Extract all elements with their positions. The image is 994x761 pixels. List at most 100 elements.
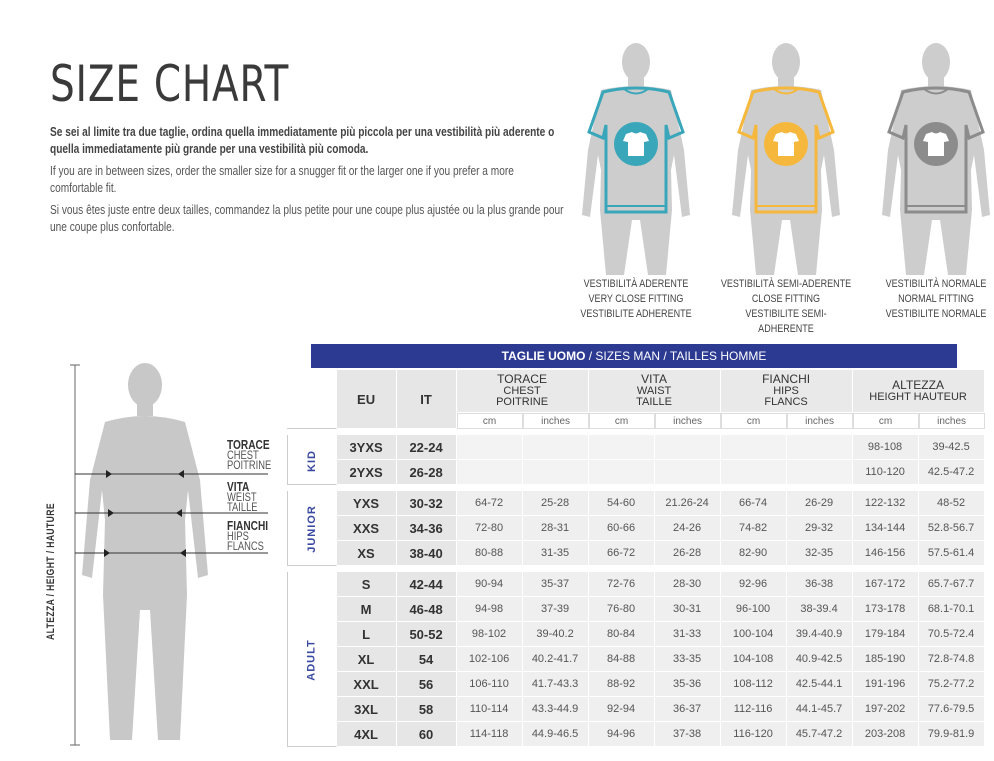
- measurement-cell: 98-108: [852, 435, 919, 460]
- size-it-cell: 30-32: [396, 491, 457, 516]
- measurement-cell: 39-40.2: [522, 622, 589, 647]
- col-it-header: IT: [396, 370, 457, 429]
- size-it-cell: 50-52: [396, 622, 457, 647]
- size-it-cell: 38-40: [396, 541, 457, 566]
- size-eu-cell: XL: [336, 647, 397, 672]
- measurement-cell: 66-74: [720, 491, 787, 516]
- measurement-cell: 37-39: [522, 597, 589, 622]
- table-row: XL 54 102-106 40.2-41.7 84-88 33-35 104-108 40.…: [287, 647, 985, 672]
- measurement-cell: 108-112: [720, 672, 787, 697]
- measurement-cell: 57.5-61.4: [918, 541, 985, 566]
- measurement-cell: 94-96: [588, 722, 655, 747]
- table-row: XXS 34-36 72-80 28-31 60-66 24-26 74-82 29-32 13…: [287, 516, 985, 541]
- measurement-cell: 21.26-24: [654, 491, 721, 516]
- size-eu-cell: 2YXS: [336, 460, 397, 485]
- measurement-cell: 114-118: [456, 722, 523, 747]
- measurement-cell: [522, 460, 589, 485]
- fit-caption-0: VESTIBILITÀ ADERENTE VERY CLOSE FITTING VE…: [580, 278, 692, 320]
- col-eu-header: EU: [336, 370, 397, 429]
- measurement-cell: 98-102: [456, 622, 523, 647]
- table-row: 3XL 58 110-114 43.3-44.9 92-94 36-37 112-116 44…: [287, 697, 985, 722]
- col-height-header: ALTEZZA HEIGHT HAUTEUR: [852, 370, 985, 413]
- measurement-cell: 110-114: [456, 697, 523, 722]
- measurement-cell: 167-172: [852, 572, 919, 597]
- col-waist-header: VITA WAIST TAILLE: [588, 370, 721, 413]
- measurement-cell: 28-30: [654, 572, 721, 597]
- measurement-cell: 84-88: [588, 647, 655, 672]
- measurement-cell: 173-178: [852, 597, 919, 622]
- measurement-cell: 72.8-74.8: [918, 647, 985, 672]
- measurement-cell: 70.5-72.4: [918, 622, 985, 647]
- table-row: XXL 56 106-110 41.7-43.3 88-92 35-36 108-112 42…: [287, 672, 985, 697]
- measurement-cell: 191-196: [852, 672, 919, 697]
- measurement-cell: 65.7-67.7: [918, 572, 985, 597]
- table-row: KID 3YXS 22-24 98-108 39-42.5: [287, 435, 985, 485]
- fit-caption-1: VESTIBILITÀ SEMI-ADERENTE CLOSE FITTING VE…: [720, 278, 852, 335]
- group-label-kid: KID: [305, 449, 318, 472]
- measurement-cell: 29-32: [786, 516, 853, 541]
- measurement-cell: 40.2-41.7: [522, 647, 589, 672]
- size-eu-cell: L: [336, 622, 397, 647]
- size-it-cell: 34-36: [396, 516, 457, 541]
- measurement-cell: 41.7-43.3: [522, 672, 589, 697]
- intro-english: If you are in between sizes, order the s…: [50, 163, 514, 195]
- measurement-cell: 100-104: [720, 622, 787, 647]
- measurement-cell: 76-80: [588, 597, 655, 622]
- measurement-cell: [588, 460, 655, 485]
- measurement-cell: 102-106: [456, 647, 523, 672]
- measurement-cell: 45.7-47.2: [786, 722, 853, 747]
- measurement-cell: 112-116: [720, 697, 787, 722]
- measurement-cell: 28-31: [522, 516, 589, 541]
- fit-figure-0: [582, 43, 690, 275]
- measurement-cell: 77.6-79.5: [918, 697, 985, 722]
- size-it-cell: 22-24: [396, 435, 457, 460]
- measurement-cell: 31-33: [654, 622, 721, 647]
- measurement-cell: 66-72: [588, 541, 655, 566]
- body-measurement-figure: [70, 363, 268, 746]
- measurement-cell: 146-156: [852, 541, 919, 566]
- fit-figure-2: [882, 43, 990, 275]
- size-it-cell: 26-28: [396, 460, 457, 485]
- size-eu-cell: 3XL: [336, 697, 397, 722]
- fit-figure-1: [732, 43, 840, 275]
- table-row: L 50-52 98-102 39-40.2 80-84 31-33 100-104 39.4…: [287, 622, 985, 647]
- measurement-cell: 39.4-40.9: [786, 622, 853, 647]
- unit-cm: cm: [852, 413, 919, 429]
- measurement-cell: 203-208: [852, 722, 919, 747]
- group-label-adult: ADULT: [305, 639, 318, 681]
- size-eu-cell: 3YXS: [336, 435, 397, 460]
- group-label-junior: JUNIOR: [305, 505, 318, 553]
- size-table-banner: TAGLIE UOMO / SIZES MAN / TAILLES HOMME: [311, 344, 957, 368]
- measurement-cell: 64-72: [456, 491, 523, 516]
- measurement-cell: 38-39.4: [786, 597, 853, 622]
- measurement-cell: [588, 435, 655, 460]
- size-eu-cell: XS: [336, 541, 397, 566]
- size-it-cell: 46-48: [396, 597, 457, 622]
- intro-italian: Se sei al limite tra due taglie, ordina …: [50, 124, 555, 156]
- size-table: EU IT TORACE CHEST POITRINE VITA WAIST TAILL…: [287, 370, 985, 747]
- measurement-cell: [720, 435, 787, 460]
- size-it-cell: 60: [396, 722, 457, 747]
- measurement-cell: 25-28: [522, 491, 589, 516]
- measurement-cell: 72-80: [456, 516, 523, 541]
- page-title: SIZE CHART: [50, 55, 290, 113]
- measurement-cell: 24-26: [654, 516, 721, 541]
- measurement-cell: 44.9-46.5: [522, 722, 589, 747]
- measurement-cell: 26-29: [786, 491, 853, 516]
- size-eu-cell: XXS: [336, 516, 397, 541]
- measurement-cell: 36-37: [654, 697, 721, 722]
- measurement-cell: 185-190: [852, 647, 919, 672]
- table-row: ADULT S 42-44 90-94 35-37 72-76 28-30 92-96 36-3…: [287, 572, 985, 747]
- table-row: M 46-48 94-98 37-39 76-80 30-31 96-100 38-39.4 1…: [287, 597, 985, 622]
- measurement-cell: 122-132: [852, 491, 919, 516]
- size-it-cell: 54: [396, 647, 457, 672]
- measurement-cell: 106-110: [456, 672, 523, 697]
- fit-caption-2: VESTIBILITÀ NORMALE NORMAL FITTING VESTIBI…: [885, 278, 987, 320]
- measurement-cell: 35-37: [522, 572, 589, 597]
- measurement-cell: 197-202: [852, 697, 919, 722]
- measurement-cell: [786, 435, 853, 460]
- table-row: 2YXS 26-28 110-120 42.5-47.2: [287, 460, 985, 485]
- size-it-cell: 58: [396, 697, 457, 722]
- measurement-cell: 96-100: [720, 597, 787, 622]
- unit-inches: inches: [918, 413, 985, 429]
